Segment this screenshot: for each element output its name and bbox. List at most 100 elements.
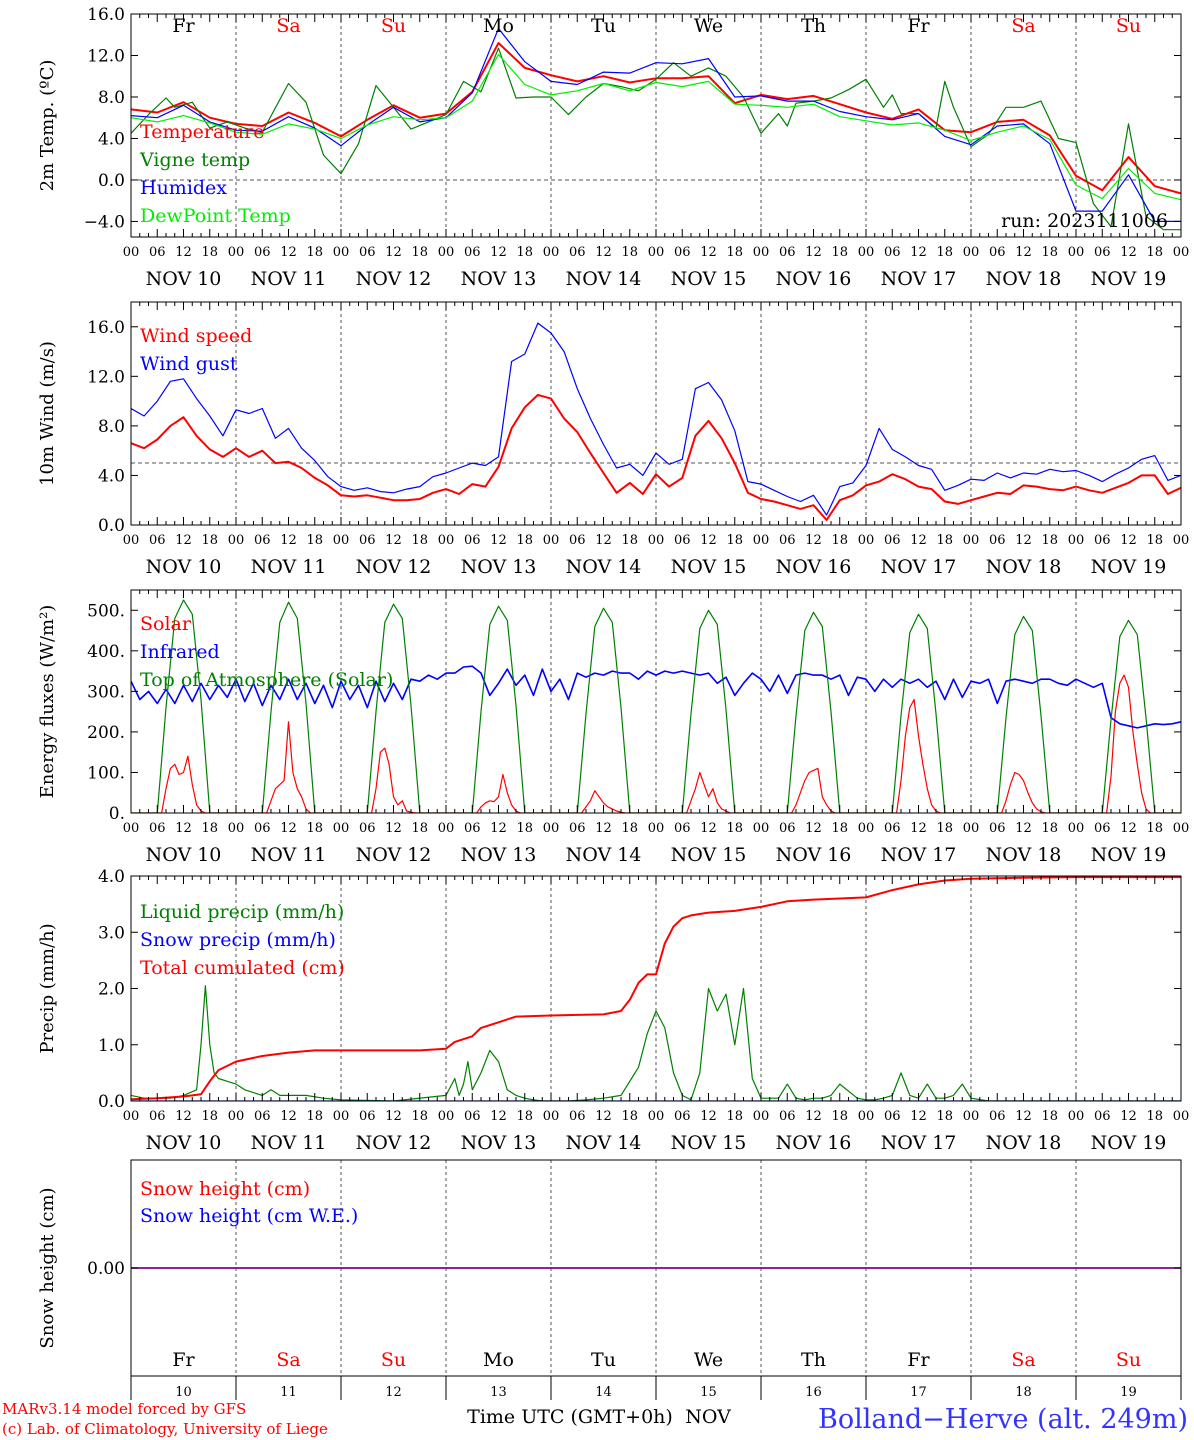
hour-tick-label: 12 <box>805 533 822 548</box>
hour-tick-label: 00 <box>648 821 665 836</box>
hour-tick-label: 06 <box>359 533 376 548</box>
weekday-label: Su <box>1116 1349 1141 1371</box>
day-date-label: NOV 18 <box>986 1132 1062 1154</box>
legend-entry: Solar <box>140 613 192 635</box>
y-tick-label: 8.0 <box>98 88 125 108</box>
y-axis-label: Precip (mm/h) <box>37 923 58 1053</box>
legend-entry: Snow precip (mm/h) <box>140 929 336 951</box>
panel-1: 00 06 12 18 00 06 12 18 00 06 12 18 00 06 12 18 00 06 12 18… <box>37 5 1189 290</box>
y-tick-label: 3.0 <box>98 923 125 943</box>
hour-tick-label: 18 <box>516 821 533 836</box>
hour-tick-label: 12 <box>910 533 927 548</box>
day-date-label: NOV 15 <box>671 268 747 290</box>
series-group <box>131 599 1181 813</box>
hour-tick-label: 06 <box>464 533 481 548</box>
series-line-top-of-atmosphere-solar- <box>131 599 1181 813</box>
day-number-label: 19 <box>1120 1385 1137 1400</box>
panel-4: 00 06 12 18 00 06 12 18 00 06 12 18 00 06 12 18 00 06 12 18… <box>37 867 1189 1154</box>
hour-tick-label: 18 <box>411 533 428 548</box>
y-tick-label: 500. <box>87 601 125 621</box>
hour-tick-label: 06 <box>779 245 796 260</box>
day-date-label: NOV 14 <box>566 1132 642 1154</box>
y-tick-label: −4.0 <box>84 212 125 232</box>
hour-tick-label: 00 <box>543 821 560 836</box>
y-tick-label: 12.0 <box>87 367 125 387</box>
hour-tick-label: 00 <box>648 533 665 548</box>
day-date-label: NOV 17 <box>881 268 957 290</box>
hour-tick-label: 12 <box>385 1109 402 1124</box>
hour-tick-label: 12 <box>910 245 927 260</box>
hour-tick-label: 06 <box>254 533 271 548</box>
hour-tick-label: 12 <box>595 533 612 548</box>
day-date-label: NOV 19 <box>1091 1132 1167 1154</box>
y-tick-label: 0.0 <box>98 171 125 191</box>
weekday-label: Fr <box>172 1349 195 1371</box>
series-line-humidex <box>131 27 1181 222</box>
hour-tick-label: 06 <box>464 245 481 260</box>
hour-tick-label: 06 <box>1094 1109 1111 1124</box>
hour-tick-label: 06 <box>464 821 481 836</box>
legend-entry: Wind gust <box>140 353 238 375</box>
hour-tick-label: 18 <box>831 245 848 260</box>
hour-tick-label: 00 <box>228 533 245 548</box>
hour-tick-label: 00 <box>858 245 875 260</box>
weekday-label: Sa <box>276 15 300 37</box>
day-date-label: NOV 15 <box>671 844 747 866</box>
hour-tick-label: 12 <box>595 821 612 836</box>
panel-2: 00 06 12 18 00 06 12 18 00 06 12 18 00 06 12 18 00 06 12 18… <box>37 301 1190 578</box>
hour-tick-label: 18 <box>411 821 428 836</box>
hour-tick-label: 00 <box>1068 1109 1085 1124</box>
hour-tick-label: 18 <box>201 533 218 548</box>
y-axis-label: Energy fluxes (W/m²) <box>37 605 58 799</box>
hour-tick-label: 18 <box>201 245 218 260</box>
legend-entry: Liquid precip (mm/h) <box>140 901 344 923</box>
hour-tick-label: 06 <box>464 1109 481 1124</box>
y-tick-label: 8.0 <box>98 417 125 437</box>
hour-tick-label: 06 <box>884 245 901 260</box>
weekday-label: Th <box>801 1349 826 1371</box>
y-tick-label: 16.0 <box>87 5 125 25</box>
hour-tick-label: 00 <box>1068 245 1085 260</box>
legend-entry: Snow height (cm W.E.) <box>140 1205 358 1227</box>
hour-tick-label: 18 <box>306 1109 323 1124</box>
panel-3: 00 06 12 18 00 06 12 18 00 06 12 18 00 06 12 18 00 06 12 18… <box>37 589 1189 866</box>
day-date-label: NOV 17 <box>881 1132 957 1154</box>
hour-tick-label: 06 <box>569 245 586 260</box>
hour-tick-label: 00 <box>228 1109 245 1124</box>
legend-entry: Top of Atmosphere (Solar) <box>140 669 393 691</box>
hour-tick-label: 00 <box>1173 245 1190 260</box>
hour-tick-label: 12 <box>595 245 612 260</box>
hour-tick-label: 12 <box>280 533 297 548</box>
hour-tick-label: 18 <box>726 821 743 836</box>
hour-tick-label: 18 <box>621 245 638 260</box>
hour-tick-label: 00 <box>648 245 665 260</box>
weekday-label: Tu <box>591 1349 616 1371</box>
hour-tick-label: 06 <box>779 1109 796 1124</box>
day-date-label: NOV 12 <box>356 844 432 866</box>
hour-tick-label: 12 <box>280 821 297 836</box>
legend-entry: Infrared <box>140 641 220 663</box>
hour-tick-label: 00 <box>123 1109 140 1124</box>
hour-tick-label: 00 <box>858 821 875 836</box>
day-date-label: NOV 17 <box>881 556 957 578</box>
hour-tick-label: 06 <box>1094 245 1111 260</box>
legend-entry: Vigne temp <box>139 149 250 171</box>
hour-tick-label: 06 <box>149 821 166 836</box>
day-date-label: NOV 18 <box>986 844 1062 866</box>
hour-tick-label: 18 <box>1041 1109 1058 1124</box>
hour-tick-label: 12 <box>175 821 192 836</box>
day-date-label: NOV 13 <box>461 844 537 866</box>
hour-tick-label: 12 <box>910 821 927 836</box>
legend-entry: Humidex <box>140 177 227 199</box>
day-number-label: 10 <box>175 1385 192 1400</box>
series-line-temperature <box>131 42 1181 195</box>
hour-tick-label: 06 <box>884 821 901 836</box>
plot-frame <box>130 589 1182 814</box>
day-number-label: 15 <box>700 1385 717 1400</box>
series-line-liquid-precip-mm-h- <box>131 985 1181 1101</box>
hour-tick-label: 00 <box>1173 533 1190 548</box>
day-date-label: NOV 10 <box>146 268 222 290</box>
hour-tick-label: 06 <box>359 821 376 836</box>
hour-tick-label: 00 <box>858 533 875 548</box>
day-date-label: NOV 10 <box>146 556 222 578</box>
